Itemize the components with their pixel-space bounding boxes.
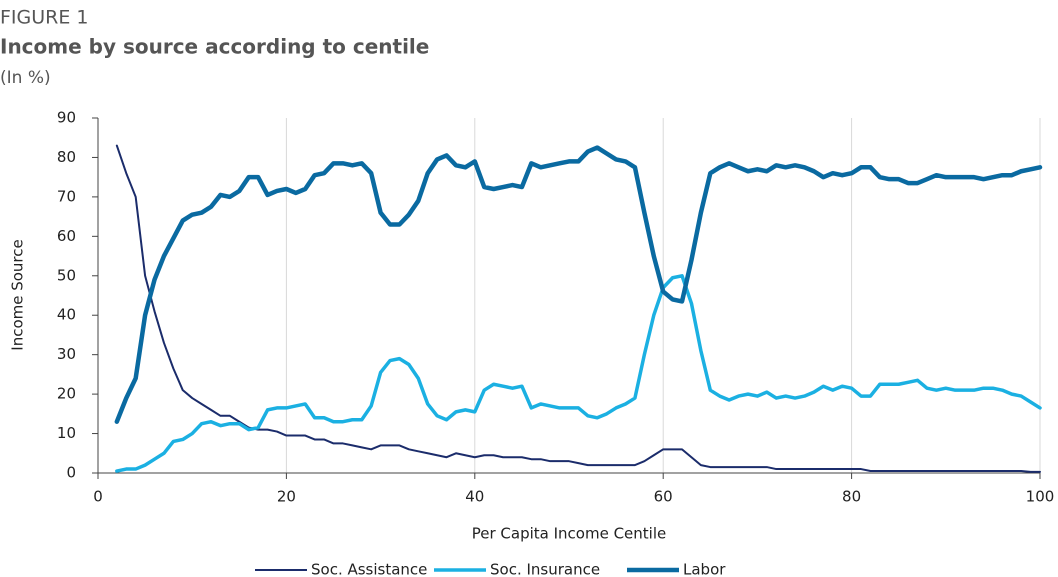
x-tick-label: 20 bbox=[277, 488, 296, 506]
y-tick-label: 60 bbox=[57, 227, 76, 245]
y-tick-label: 0 bbox=[66, 464, 76, 482]
legend-label: Labor bbox=[683, 561, 726, 577]
series-line bbox=[115, 274, 1042, 473]
x-tick-label: 60 bbox=[654, 488, 673, 506]
x-tick-label: 40 bbox=[465, 488, 484, 506]
x-tick-label: 0 bbox=[93, 488, 103, 506]
figure-label: FIGURE 1 bbox=[0, 7, 89, 29]
y-tick-label: 90 bbox=[57, 109, 76, 127]
y-tick-label: 20 bbox=[57, 385, 76, 403]
x-axis-label: Per Capita Income Centile bbox=[472, 525, 667, 543]
y-tick-label: 10 bbox=[57, 424, 76, 442]
legend-label: Soc. Assistance bbox=[311, 561, 427, 577]
x-tick-label: 100 bbox=[1026, 488, 1055, 506]
legend-label: Soc. Insurance bbox=[490, 561, 600, 577]
series-line bbox=[115, 144, 1041, 473]
y-tick-label: 80 bbox=[57, 148, 76, 166]
y-tick-label: 50 bbox=[57, 266, 76, 284]
y-axis-label: Income Source bbox=[9, 239, 27, 350]
chart-subtitle: (In %) bbox=[0, 68, 51, 88]
chart-title: Income by source according to centile bbox=[0, 35, 429, 59]
y-tick-label: 40 bbox=[57, 306, 76, 324]
x-tick-label: 80 bbox=[842, 488, 861, 506]
y-tick-label: 70 bbox=[57, 187, 76, 205]
y-tick-label: 30 bbox=[57, 345, 76, 363]
series-line bbox=[114, 145, 1043, 424]
